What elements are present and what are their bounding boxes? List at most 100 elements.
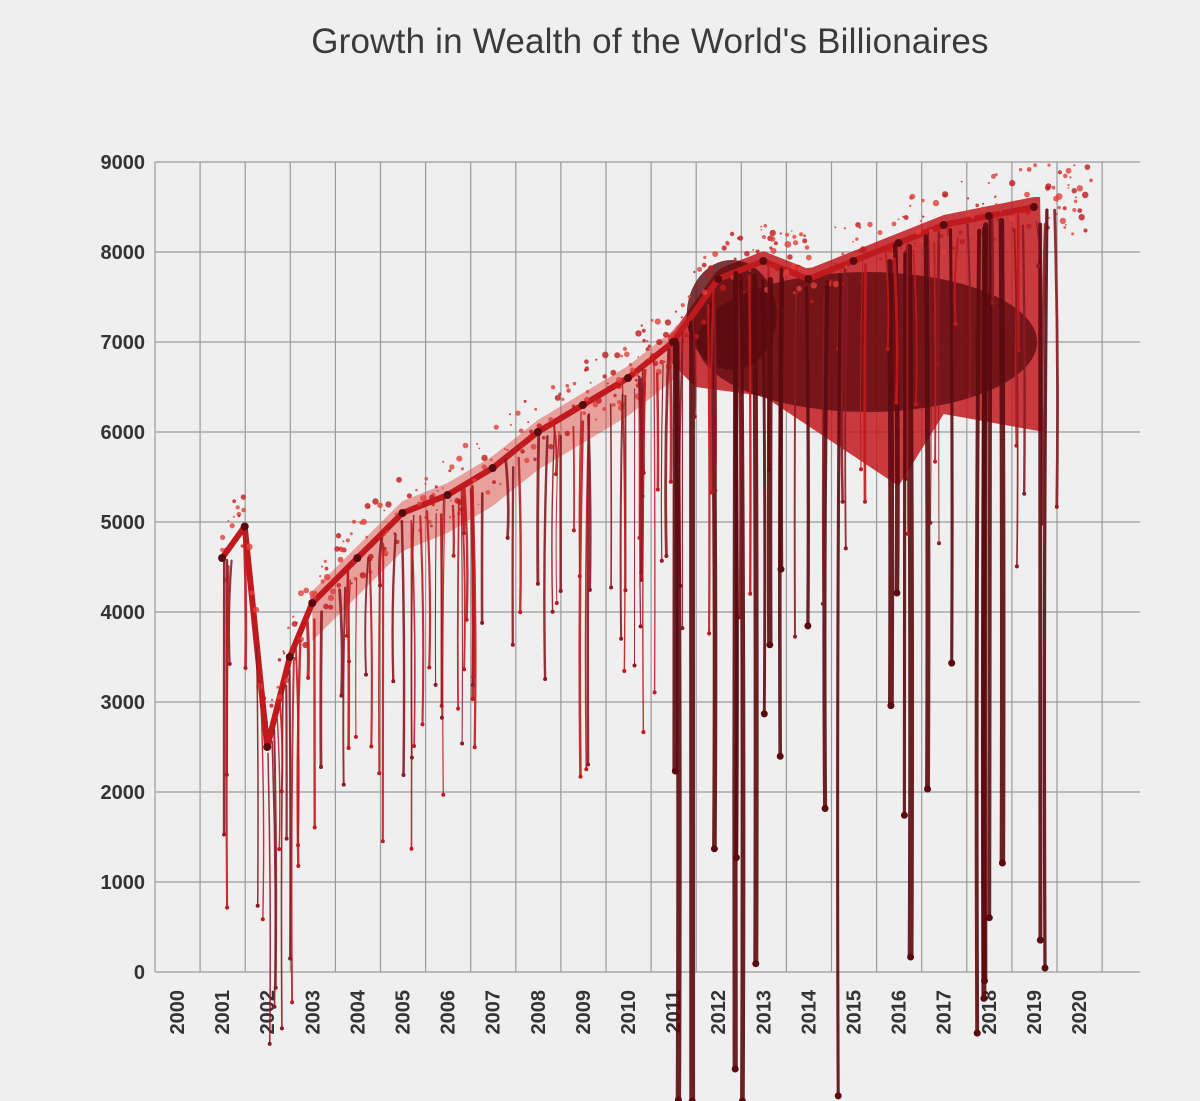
data-point xyxy=(443,491,452,499)
blood-spatter xyxy=(320,579,325,584)
blood-spatter xyxy=(506,448,509,451)
drip-drop xyxy=(924,785,931,793)
blood-drip xyxy=(822,280,830,811)
drip-drop xyxy=(409,846,414,851)
blood-spatter xyxy=(743,291,746,294)
blood-spatter xyxy=(610,369,617,376)
blood-drip xyxy=(752,273,759,967)
blood-drip xyxy=(294,644,300,847)
blood-spatter xyxy=(383,533,386,536)
blood-spatter xyxy=(1063,173,1068,179)
blood-spatter xyxy=(352,519,356,524)
blood-spatter xyxy=(1084,164,1091,171)
blood-spatter xyxy=(1018,168,1023,172)
blood-spatter xyxy=(1081,191,1089,199)
drip-drop xyxy=(344,633,349,638)
blood-drip xyxy=(276,718,281,850)
x-tick-label: 2014 xyxy=(798,989,820,1034)
blood-spatter xyxy=(571,404,576,409)
blood-spatter xyxy=(650,318,654,322)
blood-spatter xyxy=(674,310,678,313)
drip-drop xyxy=(985,914,993,922)
blood-spatter xyxy=(385,530,389,534)
drip-drop xyxy=(1036,264,1041,269)
drip-drop xyxy=(973,1029,981,1037)
blood-spatter xyxy=(287,626,290,630)
drip-drop xyxy=(777,565,785,573)
blood-spatter xyxy=(634,372,640,377)
blood-spatter xyxy=(928,228,934,234)
blood-spatter xyxy=(663,331,669,338)
blood-spatter xyxy=(335,533,342,539)
blood-drip xyxy=(355,577,358,738)
drip-drop xyxy=(804,622,812,630)
drip-drop xyxy=(674,1096,682,1101)
drip-drop xyxy=(731,1065,739,1073)
x-tick-label: 2003 xyxy=(302,990,324,1035)
blood-spatter xyxy=(518,428,524,434)
blood-spatter xyxy=(565,384,570,388)
blood-spatter xyxy=(744,250,750,257)
blood-spatter xyxy=(855,222,861,228)
blood-drip xyxy=(400,519,406,777)
blood-spatter xyxy=(799,232,804,237)
blood-drip xyxy=(778,276,785,572)
drip-drop xyxy=(518,610,523,615)
blood-spatter xyxy=(602,351,609,359)
blood-drip xyxy=(936,230,940,366)
blood-spatter xyxy=(624,351,630,358)
x-tick-label: 2013 xyxy=(753,990,775,1035)
blood-spatter xyxy=(705,272,711,278)
data-point xyxy=(624,374,632,382)
blood-spatter xyxy=(855,237,859,241)
blood-spatter xyxy=(914,245,916,247)
data-point xyxy=(240,522,249,531)
blood-spatter xyxy=(607,385,609,388)
blood-spatter xyxy=(899,247,903,250)
blood-drip xyxy=(640,367,644,434)
blood-drip xyxy=(974,228,982,1036)
blood-spatter xyxy=(534,407,538,411)
blood-spatter xyxy=(909,193,916,200)
blood-drip xyxy=(460,488,463,745)
drip-drop xyxy=(462,667,467,672)
blood-spatter xyxy=(430,524,433,528)
y-tick-label: 9000 xyxy=(101,152,146,174)
blood-spatter xyxy=(645,347,650,352)
blood-spatter xyxy=(890,253,894,257)
blood-spatter xyxy=(342,540,345,543)
blood-spatter xyxy=(485,490,491,495)
data-point xyxy=(353,554,362,562)
blood-spatter xyxy=(859,280,862,283)
drip-drop xyxy=(296,843,300,848)
drip-drop xyxy=(948,659,956,667)
drip-drop xyxy=(535,581,540,586)
drip-drop xyxy=(319,765,323,769)
drip-drop xyxy=(967,393,972,398)
blood-drip xyxy=(736,272,742,619)
drip-drop xyxy=(894,400,899,405)
blood-drip xyxy=(410,523,416,747)
drip-drop xyxy=(834,1092,842,1100)
blood-drip xyxy=(821,291,825,605)
data-point xyxy=(398,509,407,517)
data-point xyxy=(578,401,587,409)
blood-spatter xyxy=(349,532,353,536)
blood-drip xyxy=(434,513,437,686)
x-tick-label: 2016 xyxy=(889,990,911,1035)
drip-drop xyxy=(290,1000,295,1005)
data-point xyxy=(714,275,723,283)
blood-drip xyxy=(886,259,895,709)
blood-spatter xyxy=(509,423,512,426)
blood-spatter xyxy=(523,399,527,403)
blood-spatter xyxy=(450,499,452,502)
blood-drip xyxy=(1040,222,1047,525)
blood-spatter xyxy=(1053,195,1059,202)
blood-spatter xyxy=(785,232,790,237)
blood-spatter xyxy=(1024,191,1030,198)
blood-spatter xyxy=(841,252,845,256)
blood-spatter xyxy=(276,694,283,701)
blood-spatter xyxy=(292,615,295,618)
blood-spatter xyxy=(680,316,683,319)
blood-drip xyxy=(619,393,624,640)
